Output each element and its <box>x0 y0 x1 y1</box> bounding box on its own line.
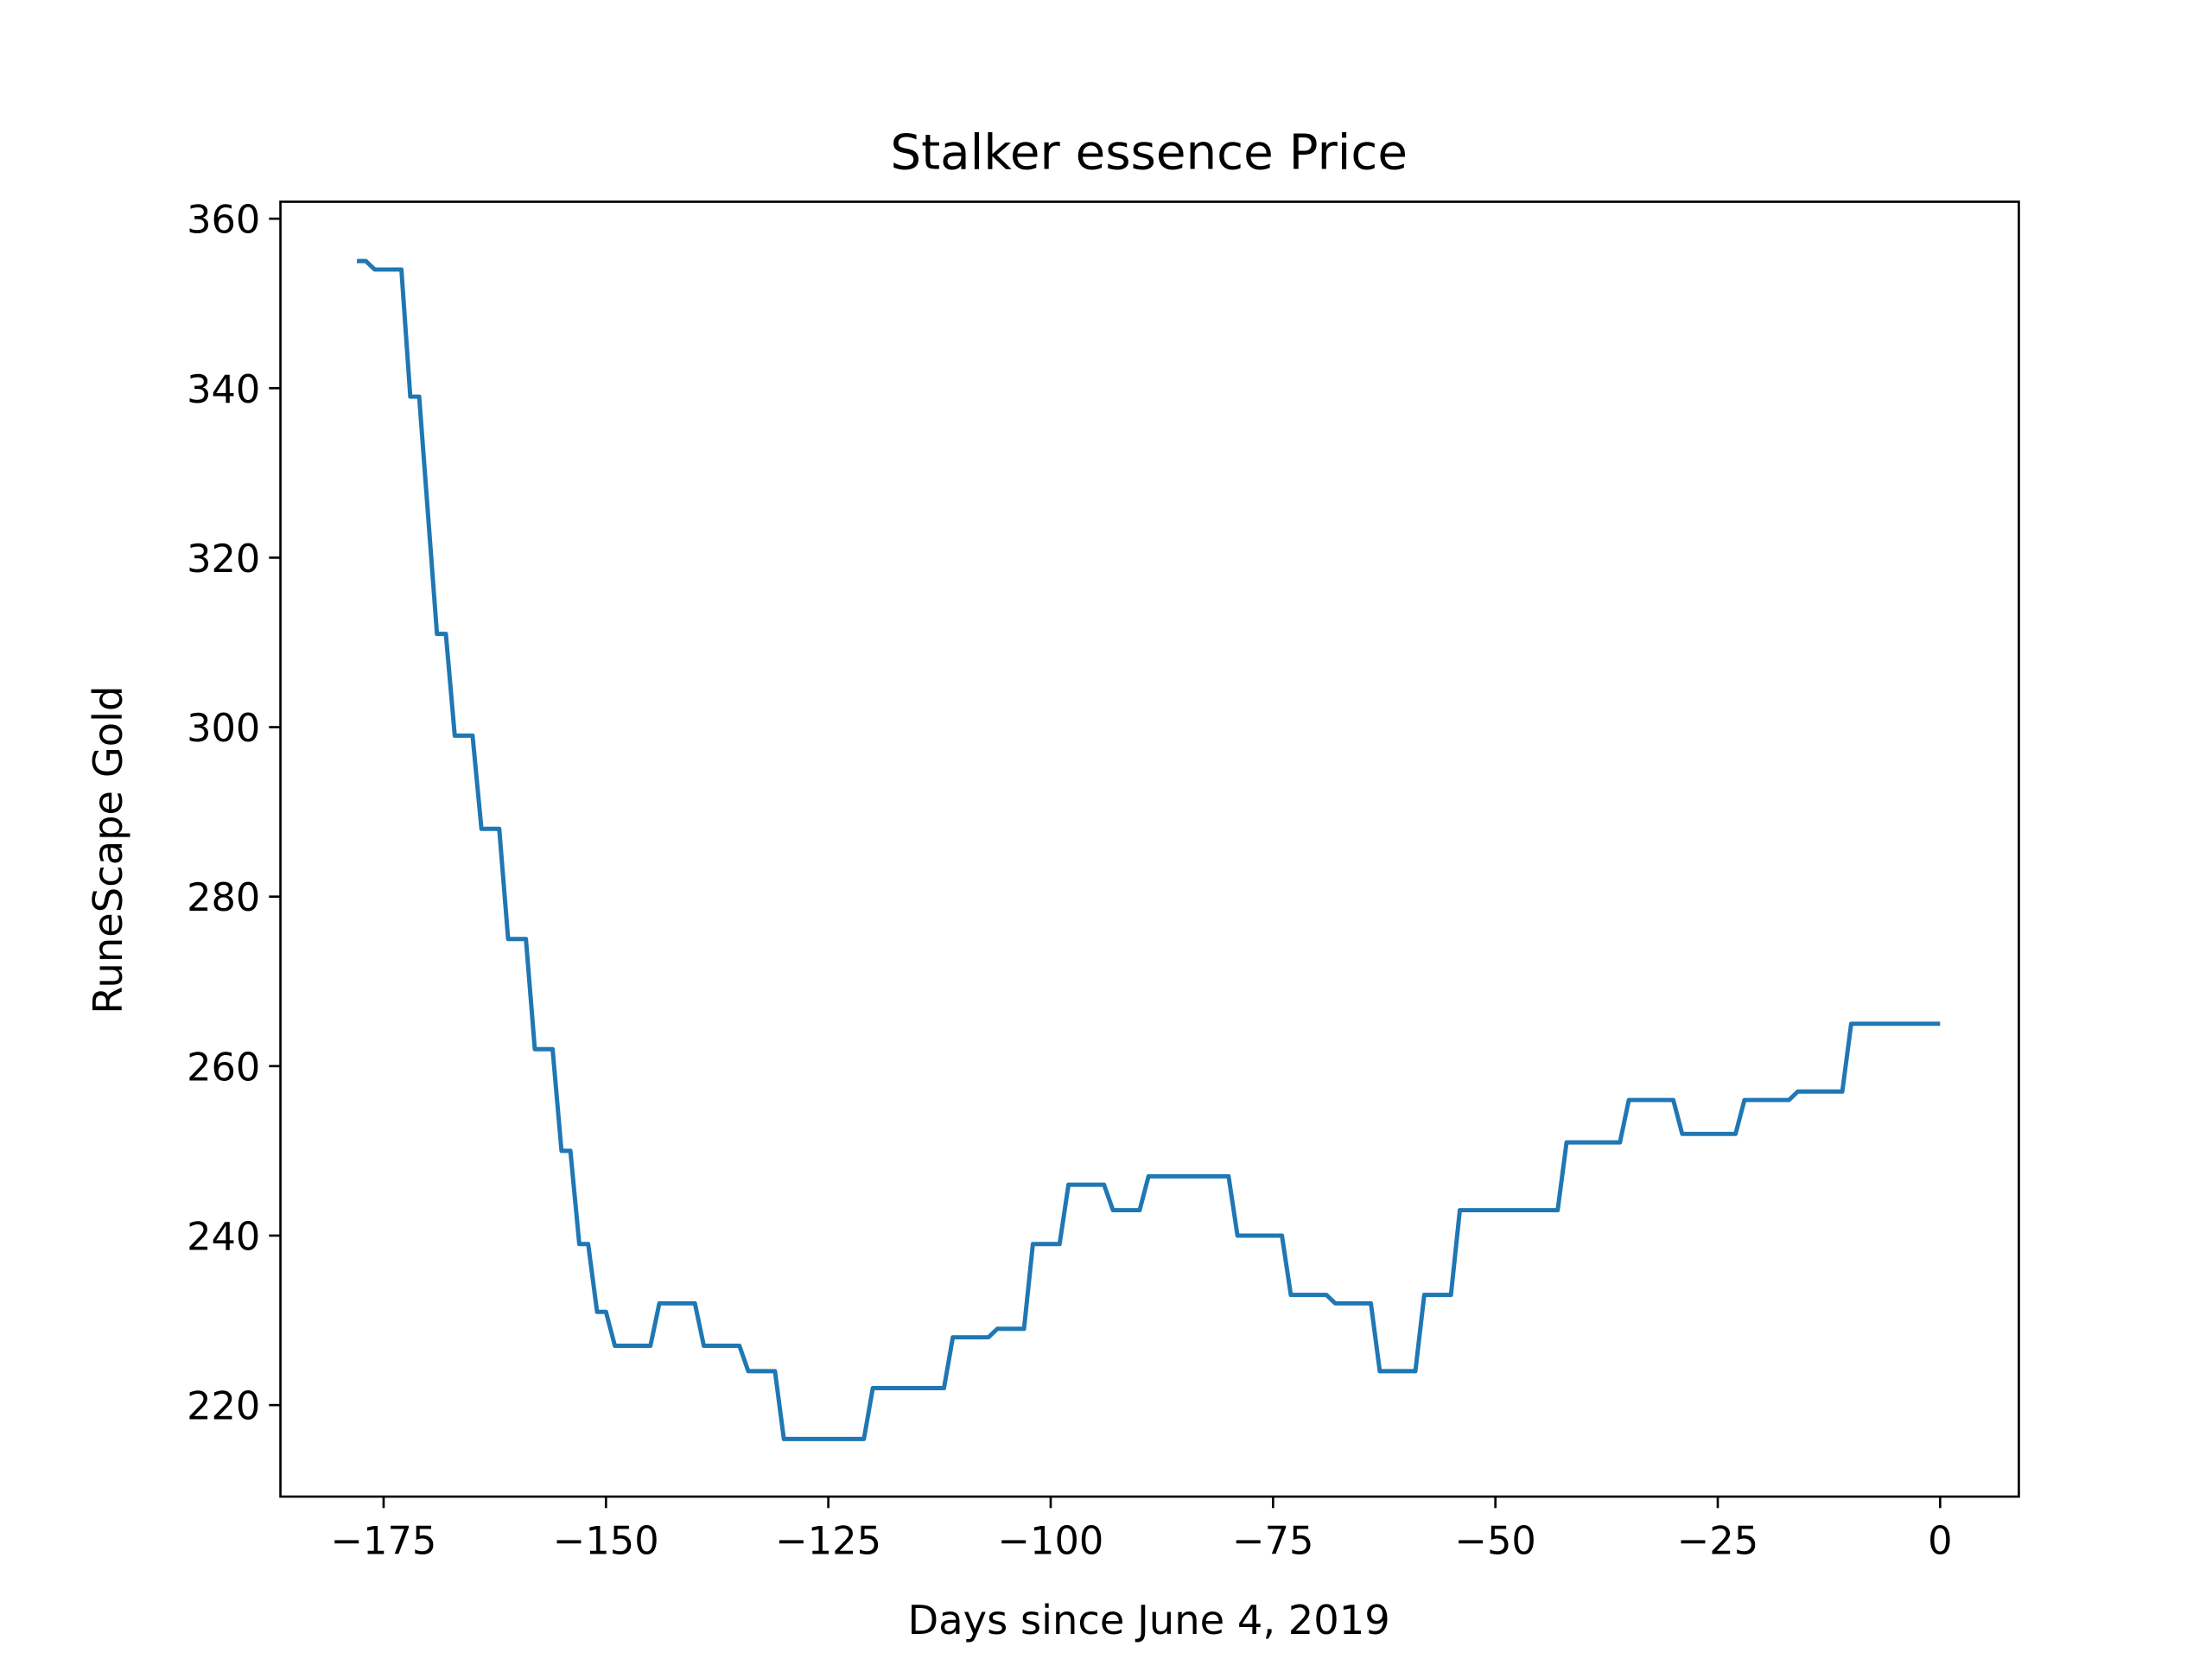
x-tick-label: −125 <box>775 1518 881 1563</box>
plot-area <box>357 258 1941 1441</box>
y-tick-label: 320 <box>187 537 260 582</box>
x-tick-label: −150 <box>553 1518 659 1563</box>
y-tick-label: 300 <box>187 706 260 751</box>
x-tick-label: −25 <box>1677 1518 1758 1563</box>
y-tick-label: 260 <box>187 1045 260 1090</box>
x-tick-label: −175 <box>331 1518 437 1563</box>
x-axis-label: Days since June 4, 2019 <box>908 1597 1390 1643</box>
axes-frame <box>279 200 2020 1498</box>
y-tick-label: 340 <box>187 367 260 412</box>
y-tick-label: 240 <box>187 1215 260 1260</box>
x-tick-label: −50 <box>1455 1518 1536 1563</box>
chart-title: Stalker essence Price <box>890 124 1408 181</box>
x-tick-label: −75 <box>1232 1518 1313 1563</box>
data-line <box>357 258 1941 1441</box>
y-axis-label: RuneScape Gold <box>85 686 131 1014</box>
x-tick-label: 0 <box>1928 1518 1952 1563</box>
y-tick-label: 280 <box>187 875 260 920</box>
x-tick-label: −100 <box>998 1518 1104 1563</box>
y-tick-label: 220 <box>187 1384 260 1429</box>
y-tick-label: 360 <box>187 198 260 243</box>
